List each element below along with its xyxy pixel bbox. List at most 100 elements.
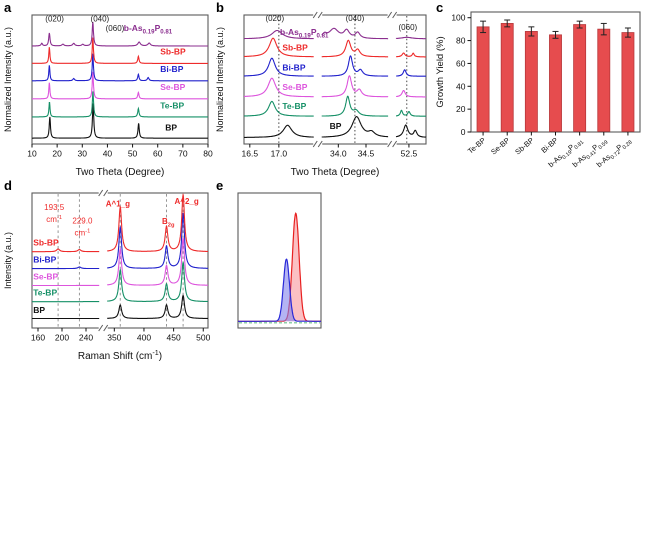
curve-Sb-BP — [31, 37, 208, 64]
break-mark — [312, 11, 318, 19]
x-tick-label: 34.5 — [358, 149, 375, 159]
x-tick-label: 200 — [55, 333, 69, 343]
x-axis-title: Two Theta (Degree) — [76, 167, 165, 178]
curve-BP — [395, 124, 427, 138]
annotation: (020) — [45, 14, 64, 23]
x-cat-label: b-As0.72P0.28 — [595, 136, 634, 171]
y-axis-title: Growth Yield (%) — [435, 36, 446, 107]
x-tick-label: 80 — [203, 149, 213, 159]
x-tick-label: 30 — [78, 149, 88, 159]
break-mark — [317, 140, 323, 148]
break-mask — [387, 141, 397, 147]
curve-label-Se-BP: Se-BP — [160, 82, 185, 92]
bar-1 — [500, 23, 514, 132]
panel-a: a BP Te-BP Se-BP Bi-BP Sb-BP b-As0.19P0.81 10 20… — [2, 0, 214, 178]
x-cat-label: Bi-BP — [539, 136, 559, 155]
y-tick-label: 60 — [456, 58, 466, 68]
curve-label-Sb-BP: Sb-BP — [282, 42, 308, 52]
curve-label-Se-BP: Se-BP — [282, 82, 307, 92]
panel-letter-d: d — [4, 178, 12, 193]
panel-letter-b: b — [216, 0, 224, 15]
break-mark — [317, 11, 323, 19]
x-tick-label: 60 — [153, 149, 163, 159]
curve-label-Bi-BP: Bi-BP — [33, 255, 56, 265]
curve-BP — [107, 294, 208, 319]
annotation: A^1_g — [106, 200, 130, 209]
annotation: A^2_g — [175, 197, 199, 206]
bar-5 — [597, 28, 611, 132]
y-tick-label: 100 — [451, 13, 465, 23]
break-mark — [103, 189, 109, 197]
xps-peak-line-1 — [238, 258, 321, 322]
y-tick-label: 0 — [461, 127, 466, 137]
bar-3 — [549, 34, 562, 132]
curve-Bi-BP — [32, 53, 208, 82]
curve-label-Bi-BP: Bi-BP — [282, 62, 305, 72]
break-mark — [98, 189, 104, 197]
x-tick-label: 40 — [103, 149, 113, 159]
x-axis-title: Two Theta (Degree) — [291, 167, 380, 178]
curve-Se-BP — [321, 75, 389, 98]
annotation: cm-1 — [46, 215, 62, 224]
panel-letter-c: c — [436, 0, 444, 15]
x-tick-label: 34.0 — [330, 149, 347, 159]
y-tick-label: 40 — [456, 81, 466, 91]
panel-e: e — [214, 178, 326, 362]
panel-e-plot — [237, 192, 322, 329]
x-tick-label: 70 — [178, 149, 188, 159]
break-mark — [387, 11, 393, 19]
curve-Sb-BP — [32, 248, 100, 253]
bar-0 — [476, 26, 490, 132]
x-cat-label: Te-BP — [466, 136, 487, 156]
x-tick-label: 20 — [52, 149, 62, 159]
panel-b: b BP Te-BP Se-BP Bi-BP Sb-BP b-As0.19P0.81 16.5… — [214, 0, 432, 178]
break-mask — [387, 12, 397, 18]
curve-Bi-BP — [32, 266, 100, 270]
x-tick-label: 50 — [128, 149, 138, 159]
curve-b-As0.19P0.81 — [32, 21, 208, 47]
annotation: (020) — [265, 14, 284, 23]
plot-frame — [31, 14, 209, 145]
break-mark — [103, 324, 109, 332]
break-mark — [392, 140, 398, 148]
x-cat-label: Sb-BP — [513, 136, 535, 157]
x-tick-label: 500 — [196, 333, 210, 343]
x-tick-label: 450 — [167, 333, 181, 343]
curve-BP — [321, 116, 389, 138]
bar-6 — [621, 32, 635, 132]
panel-letter-e: e — [216, 178, 224, 193]
x-tick-label: 160 — [31, 333, 45, 343]
annotation: cm-1 — [75, 228, 91, 237]
curve-b-As0.19P0.81 — [395, 36, 426, 40]
annotation: (060) — [399, 23, 418, 32]
break-mask — [313, 141, 323, 147]
annotation: 193.5 — [44, 203, 65, 212]
curve-Bi-BP — [244, 57, 314, 77]
break-mask — [98, 325, 108, 331]
panel-b-plot: BP Te-BP Se-BP Bi-BP Sb-BP b-As0.19P0.81 16.5 1… — [215, 11, 427, 178]
y-tick-label: 80 — [456, 36, 466, 46]
x-tick-label: 240 — [79, 333, 93, 343]
curve-label-BP: BP — [330, 121, 342, 131]
curve-label-Te-BP: Te-BP — [33, 288, 57, 298]
break-mask — [98, 190, 108, 196]
break-mark — [98, 324, 104, 332]
curve-Sb-BP — [321, 39, 389, 58]
curve-BP — [244, 124, 314, 138]
curve-Bi-BP — [321, 55, 389, 77]
curve-label-Bi-BP: Bi-BP — [160, 64, 183, 74]
break-mark — [312, 140, 318, 148]
curve-label-Sb-BP: Sb-BP — [160, 46, 186, 56]
curve-Te-BP — [32, 91, 208, 118]
break-mark — [392, 11, 398, 19]
curve-label-Se-BP: Se-BP — [33, 271, 58, 281]
annotation: (060) — [106, 24, 125, 33]
x-tick-label: 400 — [137, 333, 151, 343]
y-axis-title: Intensity (a.u.) — [3, 232, 13, 289]
curve-Bi-BP — [107, 212, 208, 269]
panel-letter-a: a — [4, 0, 12, 15]
x-tick-label: 16.5 — [242, 149, 259, 159]
curve-Se-BP — [107, 237, 208, 286]
panel-c: c 0 20 40 60 80 100 Growth Yield (%) Te-BP Se-BP S… — [434, 0, 648, 178]
